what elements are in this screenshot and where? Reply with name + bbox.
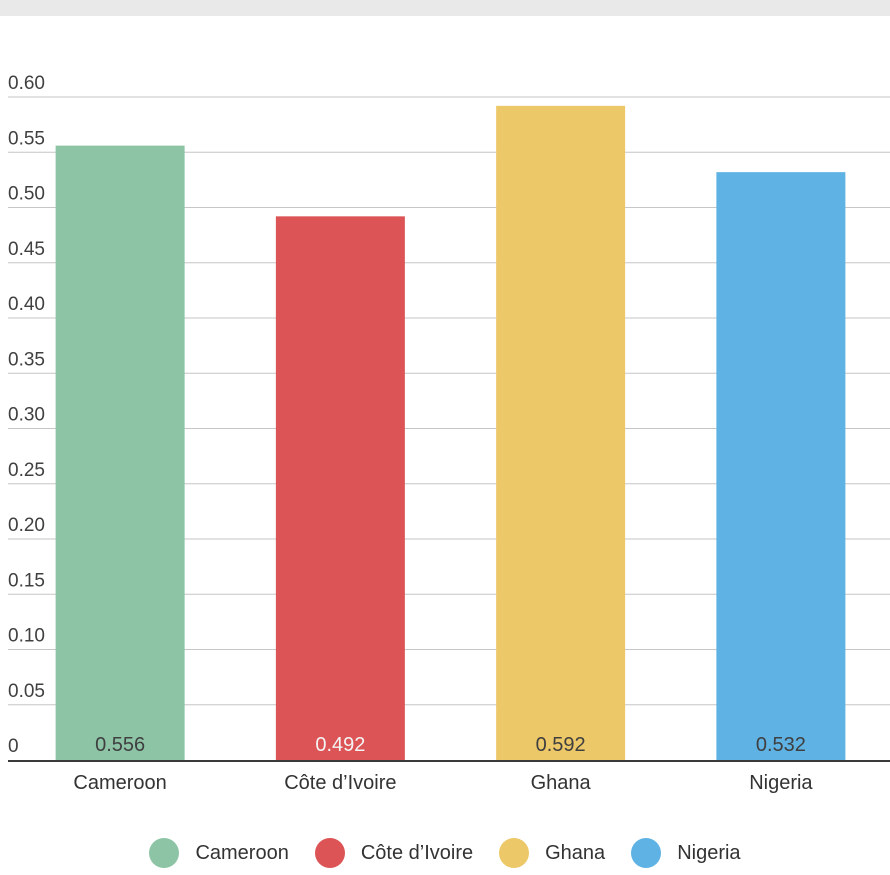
y-tick-label: 0.05 [8, 681, 45, 702]
legend-swatch-nigeria [631, 838, 662, 868]
legend-item-cameroon[interactable]: Cameroon [149, 838, 289, 868]
legend-label-cameroon: Cameroon [195, 841, 289, 864]
legend-swatch-ghana [499, 838, 530, 868]
y-tick-label: 0.50 [8, 184, 45, 205]
y-tick-label: 0.40 [8, 294, 45, 315]
legend-swatch-cameroon [149, 838, 180, 868]
y-tick-label: 0.20 [8, 515, 45, 536]
y-tick-label: 0 [8, 736, 19, 757]
x-tick-label: Côte d’Ivoire [284, 772, 396, 794]
legend-item-nigeria[interactable]: Nigeria [631, 838, 741, 868]
y-tick-label: 0.45 [8, 239, 45, 260]
x-tick-label: Cameroon [73, 772, 166, 794]
legend-label-ghana: Ghana [545, 841, 606, 864]
y-tick-label: 0.10 [8, 626, 45, 647]
data-label: 0.532 [756, 734, 806, 756]
y-tick-label: 0.55 [8, 128, 45, 149]
y-tick-label: 0.15 [8, 570, 45, 591]
bar-nigeria[interactable] [716, 172, 846, 760]
x-tick-label: Nigeria [749, 772, 813, 794]
y-tick-label: 0.35 [8, 349, 45, 370]
y-tick-label: 0.30 [8, 405, 45, 426]
bar-ghana[interactable] [496, 105, 626, 761]
bar-chart: 0 0.05 0.10 0.15 0.20 0.25 0.30 0.35 0.40 0.45 0.5… [8, 73, 890, 794]
bar-cote-d-ivoire[interactable] [275, 216, 405, 761]
legend: Cameroon Côte d’Ivoire Ghana Nigeria [0, 838, 890, 868]
legend-label-nigeria: Nigeria [677, 841, 741, 864]
legend-item-cote-divoire[interactable]: Côte d’Ivoire [314, 838, 474, 868]
x-tick-label: Ghana [531, 772, 592, 794]
top-strip [0, 0, 890, 16]
legend-swatch-cote-divoire [314, 838, 345, 868]
legend-label-cote-divoire: Côte d’Ivoire [360, 841, 474, 864]
legend-item-ghana[interactable]: Ghana [499, 838, 605, 868]
bar-cameroon[interactable] [55, 145, 185, 760]
data-label: 0.556 [95, 734, 145, 756]
y-tick-label: 0.25 [8, 460, 45, 481]
y-tick-label: 0.60 [8, 73, 45, 94]
data-label: 0.592 [536, 734, 586, 756]
data-label: 0.492 [315, 734, 365, 756]
